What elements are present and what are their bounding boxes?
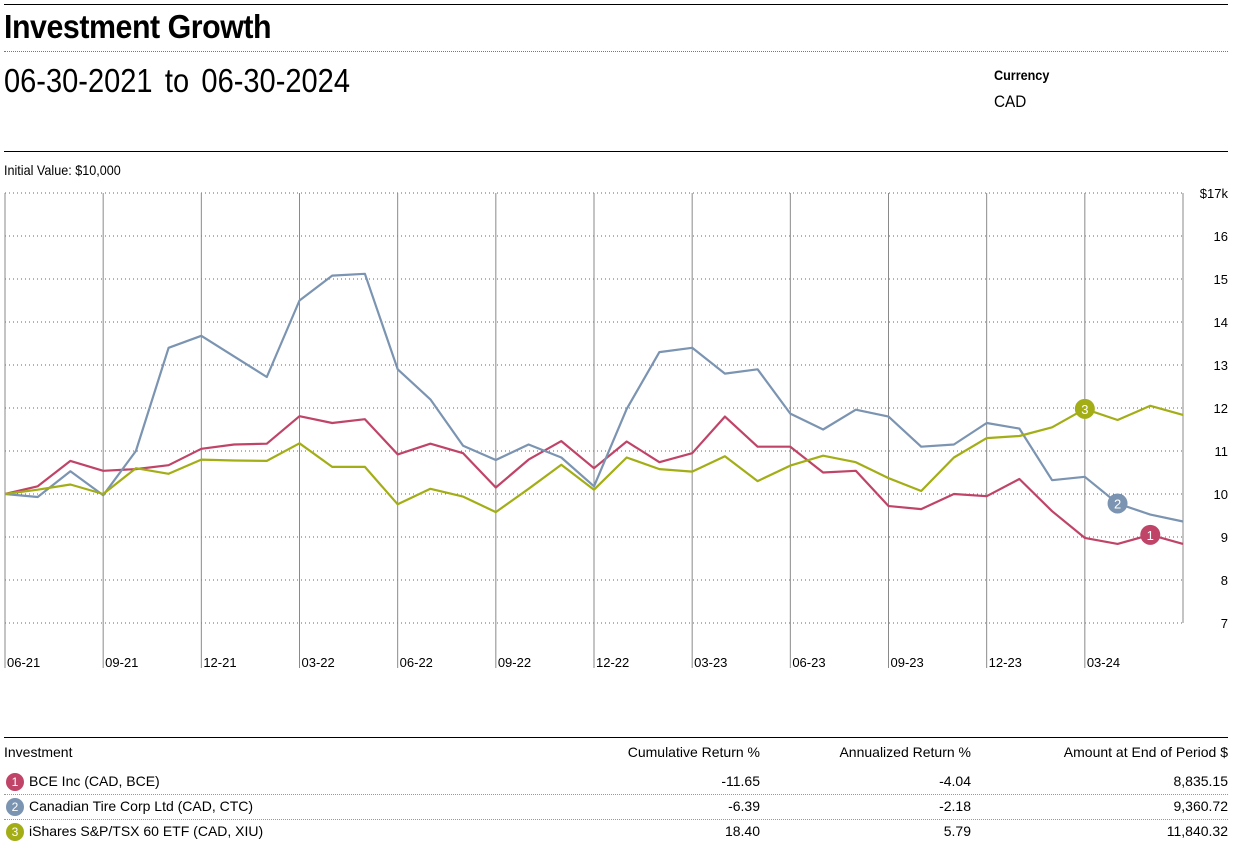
- x-tick-label: 03-24: [1087, 655, 1120, 670]
- y-tick-label: 15: [1214, 272, 1228, 287]
- x-tick-label: 12-23: [989, 655, 1022, 670]
- x-tick-label: 03-23: [694, 655, 727, 670]
- cumulative-return: 18.40: [724, 823, 760, 839]
- to-word: to: [164, 62, 190, 99]
- row-divider: [4, 819, 1228, 820]
- investment-name: BCE Inc (CAD, BCE): [29, 773, 160, 789]
- x-tick-label: 12-21: [203, 655, 236, 670]
- page-title: Investment Growth: [4, 8, 272, 45]
- series-line-3: [4, 404, 1184, 514]
- series-marker-1: [1140, 524, 1161, 545]
- x-tick-label: 09-21: [105, 655, 138, 670]
- title-divider: [4, 51, 1228, 52]
- marker-badge-1: 1: [6, 773, 24, 791]
- table-row-3: 3 iShares S&P/TSX 60 ETF (CAD, XIU) 18.4…: [0, 820, 1249, 844]
- series-marker-label-2: 2: [1114, 496, 1121, 511]
- y-tick-label: 10: [1214, 487, 1228, 502]
- currency-value: CAD: [994, 92, 1027, 111]
- table-row-2: 2 Canadian Tire Corp Ltd (CAD, CTC) -6.3…: [0, 795, 1249, 819]
- header-divider: [4, 151, 1228, 152]
- y-tick-label: 14: [1214, 315, 1228, 330]
- initial-value: Initial Value: $10,000: [4, 162, 121, 178]
- top-rule: [4, 4, 1228, 5]
- series-marker-label-1: 1: [1147, 528, 1154, 543]
- end-amount: 8,835.15: [1173, 773, 1229, 789]
- x-tick-label: 06-22: [400, 655, 433, 670]
- y-tick-label: 7: [1221, 616, 1228, 631]
- date-range: 06-30-2021 to 06-30-2024: [4, 62, 350, 100]
- investment-name: Canadian Tire Corp Ltd (CAD, CTC): [29, 798, 254, 814]
- marker-badge-3: 3: [6, 823, 24, 841]
- annualized-return: 5.79: [943, 823, 971, 839]
- col-header-cumulative: Cumulative Return %: [627, 744, 760, 760]
- annualized-return: -4.04: [939, 773, 971, 789]
- cumulative-return: -6.39: [728, 798, 760, 814]
- col-header-amount: Amount at End of Period $: [1063, 744, 1228, 760]
- y-tick-label: 13: [1214, 358, 1228, 373]
- cumulative-return: -11.65: [721, 773, 760, 789]
- x-tick-label: 09-23: [891, 655, 924, 670]
- table-row-1: 1 BCE Inc (CAD, BCE) -11.65 -4.04 8,835.…: [0, 770, 1249, 794]
- series-marker-2: [1107, 493, 1128, 514]
- series-marker-label-3: 3: [1081, 402, 1088, 417]
- series-line-1: [4, 415, 1184, 545]
- col-header-annualized: Annualized Return %: [839, 744, 971, 760]
- x-tick-label: 12-22: [596, 655, 629, 670]
- y-tick-label: 16: [1214, 229, 1228, 244]
- y-tick-label: 9: [1221, 530, 1228, 545]
- series-marker-3: [1074, 398, 1095, 419]
- currency-label: Currency: [994, 67, 1050, 83]
- series-line-2: [4, 272, 1184, 523]
- x-tick-label: 09-22: [498, 655, 531, 670]
- annualized-return: -2.18: [939, 798, 971, 814]
- marker-badge-2: 2: [6, 798, 24, 816]
- y-tick-label: $17k: [1200, 186, 1229, 201]
- x-tick-label: 03-22: [302, 655, 335, 670]
- y-tick-label: 8: [1221, 573, 1228, 588]
- x-tick-label: 06-21: [7, 655, 40, 670]
- end-amount: 11,840.32: [1166, 823, 1228, 839]
- x-tick-label: 06-23: [792, 655, 825, 670]
- y-tick-label: 12: [1214, 401, 1228, 416]
- row-divider: [4, 794, 1228, 795]
- end-date: 06-30-2024: [201, 62, 350, 99]
- investment-name: iShares S&P/TSX 60 ETF (CAD, XIU): [29, 823, 264, 839]
- y-tick-label: 11: [1215, 444, 1229, 459]
- start-date: 06-30-2021: [4, 62, 153, 99]
- end-amount: 9,360.72: [1173, 798, 1229, 814]
- col-header-investment: Investment: [4, 744, 73, 760]
- table-top-rule: [4, 737, 1228, 738]
